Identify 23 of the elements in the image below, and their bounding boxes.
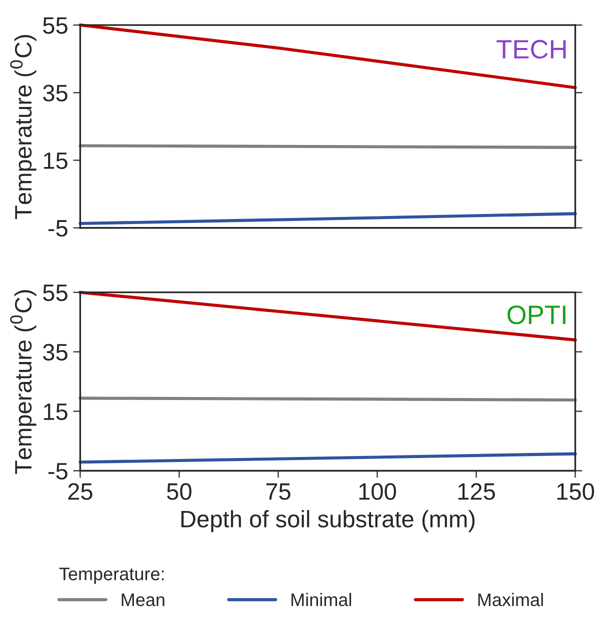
x-tick-label: 75 [266, 483, 290, 500]
y-tick-label: -5 [48, 463, 68, 480]
x-tick-label: 150 [557, 483, 594, 500]
y-axis-title: Temperature ($^{0}$C) [10, 35, 36, 219]
y-tick-label: 55 [43, 17, 68, 34]
x-axis-title: Depth of soil substrate (mm) [181, 510, 475, 532]
x-tick-label: 125 [458, 483, 495, 500]
legend-label: Minimal [292, 592, 352, 606]
legend-title: Temperature: [59, 568, 164, 584]
y-tick-label: 35 [43, 344, 68, 361]
x-tick-label: 50 [167, 483, 192, 500]
y-tick-label: 55 [43, 284, 68, 302]
annotation: TECH [496, 40, 566, 59]
x-tick-label: 25 [68, 483, 92, 500]
annotation: OPTI [508, 306, 566, 324]
y-tick-label: 15 [44, 404, 68, 420]
y-tick-label: 35 [43, 84, 68, 102]
x-tick-label: 100 [359, 483, 396, 500]
legend-label: Mean [122, 594, 164, 606]
y-axis-title: Temperature ($^{0}$C) [10, 290, 36, 474]
legend-label: Maximal [478, 592, 543, 606]
y-tick-label: -5 [48, 220, 68, 237]
y-tick-label: 15 [44, 152, 68, 170]
